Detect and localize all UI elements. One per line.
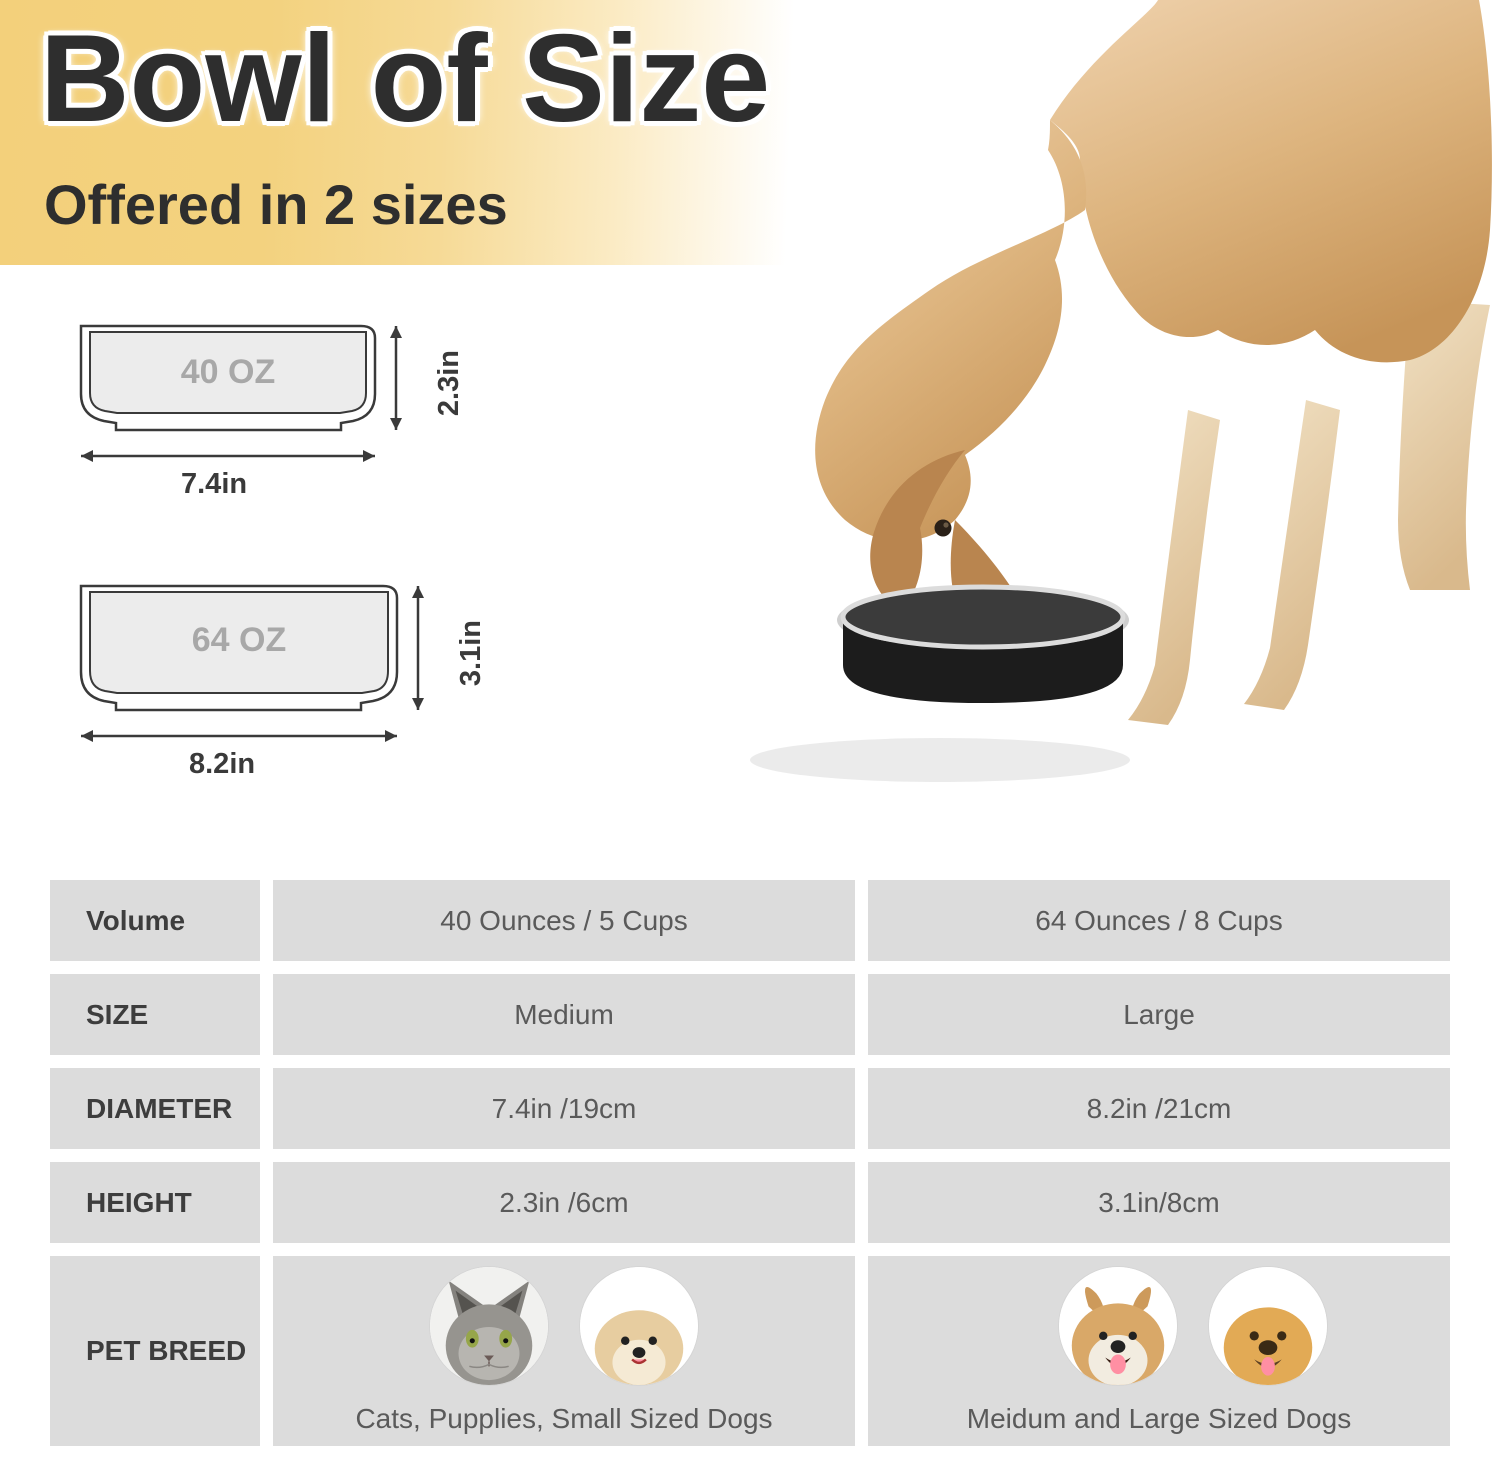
- svg-text:64 OZ: 64 OZ: [192, 621, 286, 659]
- svg-text:40 OZ: 40 OZ: [181, 353, 275, 391]
